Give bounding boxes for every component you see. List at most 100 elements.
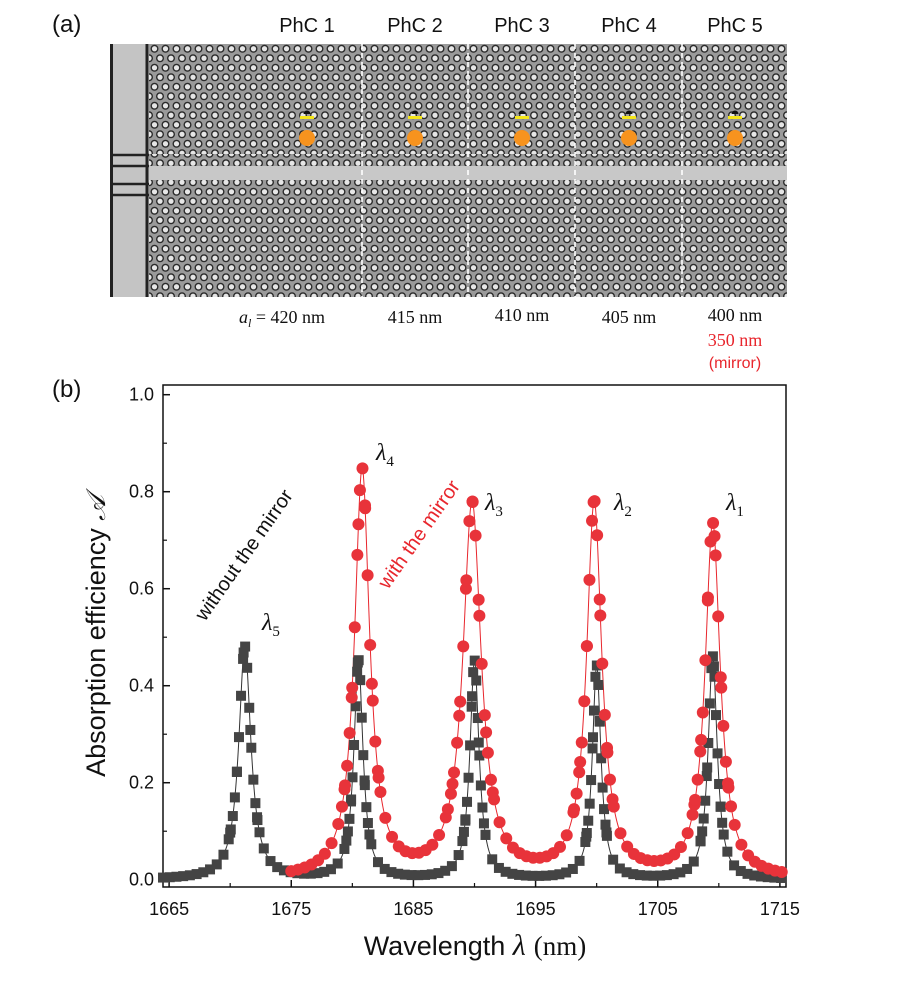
data-point-circle xyxy=(720,756,732,768)
lattice-label-1: al = 420 nm xyxy=(239,307,325,330)
panel-b: (b) 1665 1675 1685 1695 1705 1715 0.00.20.40.… xyxy=(52,376,800,962)
data-point-circle xyxy=(367,695,379,707)
data-point-circle xyxy=(379,812,391,824)
data-point-square xyxy=(588,743,598,753)
data-point-square xyxy=(585,799,595,809)
data-point-square xyxy=(244,703,254,713)
y-tick-label-0: 0.0 xyxy=(129,870,154,890)
data-point-circle xyxy=(735,839,747,851)
data-point-circle xyxy=(457,640,469,652)
data-point-circle xyxy=(561,829,573,841)
data-point-square xyxy=(344,814,354,824)
data-point-circle xyxy=(687,809,699,821)
data-point-circle xyxy=(433,829,445,841)
mirror-label: (mirror) xyxy=(709,355,761,372)
data-point-square xyxy=(462,797,472,807)
data-point-circle xyxy=(356,462,368,474)
data-point-square xyxy=(479,818,489,828)
phc-title-3: PhC 3 xyxy=(494,15,550,37)
data-point-circle xyxy=(689,794,701,806)
data-point-circle xyxy=(695,734,707,746)
data-point-square xyxy=(250,798,260,808)
absorber-dot-3 xyxy=(514,130,530,146)
data-point-circle xyxy=(482,747,494,759)
data-point-circle xyxy=(604,774,616,786)
peak-label-2: λ2 xyxy=(613,490,632,520)
data-point-circle xyxy=(729,819,741,831)
data-point-circle xyxy=(776,866,788,878)
peak-label-4: λ4 xyxy=(375,440,394,470)
data-point-circle xyxy=(344,727,356,739)
mirror-lattice-label: 350 nm xyxy=(708,330,763,350)
data-point-square xyxy=(252,815,262,825)
figure: (a) PhC 1 PhC 2 PhC 3 PhC 4 PhC 5 xyxy=(0,0,913,1004)
data-point-square xyxy=(575,856,585,866)
phc-title-1: PhC 1 xyxy=(279,15,335,37)
data-point-circle xyxy=(717,720,729,732)
data-point-circle xyxy=(715,682,727,694)
data-point-square xyxy=(471,676,481,686)
data-point-circle xyxy=(349,621,361,633)
lattice-constant-labels: al = 420 nm 415 nm 410 nm 405 nm 400 nm … xyxy=(239,305,762,350)
data-point-square xyxy=(689,857,699,867)
phc-title-2: PhC 2 xyxy=(387,15,443,37)
data-point-square xyxy=(588,732,598,742)
absorber-dot-1 xyxy=(299,130,315,146)
data-point-circle xyxy=(725,800,737,812)
data-point-circle xyxy=(554,841,566,853)
data-point-circle xyxy=(454,696,466,708)
data-point-square xyxy=(464,773,474,783)
lattice-label-3: 410 nm xyxy=(495,305,550,325)
lattice-label-4: 405 nm xyxy=(602,307,657,327)
data-point-square xyxy=(343,826,353,836)
data-point-circle xyxy=(583,574,595,586)
data-point-circle xyxy=(374,786,386,798)
annotation-with-mirror: with the mirror xyxy=(374,476,465,593)
data-point-circle xyxy=(699,654,711,666)
input-waveguide-region xyxy=(110,44,149,297)
data-point-square xyxy=(717,818,727,828)
data-point-square xyxy=(333,859,343,869)
data-point-circle xyxy=(589,495,601,507)
data-point-square xyxy=(259,843,269,853)
data-point-square xyxy=(697,826,707,836)
data-point-circle xyxy=(573,766,585,778)
data-point-circle xyxy=(692,774,704,786)
data-point-square xyxy=(474,738,484,748)
data-point-circle xyxy=(460,574,472,586)
data-point-square xyxy=(226,824,236,834)
data-point-circle xyxy=(339,779,351,791)
data-point-circle xyxy=(453,710,465,722)
absorber-dot-5 xyxy=(727,130,743,146)
data-point-circle xyxy=(426,839,438,851)
data-point-square xyxy=(480,830,490,840)
detector-bar-1 xyxy=(300,116,314,119)
y-ticks: 0.0 0.2 0.4 0.6 0.8 1.0 xyxy=(129,385,170,890)
data-point-square xyxy=(593,680,603,690)
data-point-circle xyxy=(707,517,719,529)
data-point-square xyxy=(586,775,596,785)
lattice-label-5: 400 nm xyxy=(708,305,763,325)
detector-bar-5 xyxy=(728,116,742,119)
phc-title-5: PhC 5 xyxy=(707,15,763,37)
data-point-circle xyxy=(352,518,364,530)
data-point-square xyxy=(465,740,475,750)
x-tick-label-1685: 1685 xyxy=(393,899,433,919)
phc-title-4: PhC 4 xyxy=(601,15,657,37)
data-point-circle xyxy=(369,735,381,747)
data-point-square xyxy=(699,814,709,824)
data-point-square xyxy=(349,740,359,750)
data-point-square xyxy=(702,762,712,772)
peak-label-1: λ1 xyxy=(725,490,744,520)
data-point-circle xyxy=(476,658,488,670)
data-point-circle xyxy=(326,837,338,849)
data-point-square xyxy=(242,663,252,673)
x-tick-label-1715: 1715 xyxy=(760,899,800,919)
data-point-circle xyxy=(473,610,485,622)
data-point-square xyxy=(248,775,258,785)
phc-column-titles: PhC 1 PhC 2 PhC 3 PhC 4 PhC 5 xyxy=(279,15,763,37)
data-point-circle xyxy=(346,682,358,694)
data-point-circle xyxy=(675,841,687,853)
data-point-square xyxy=(246,743,256,753)
data-point-square xyxy=(477,803,487,813)
